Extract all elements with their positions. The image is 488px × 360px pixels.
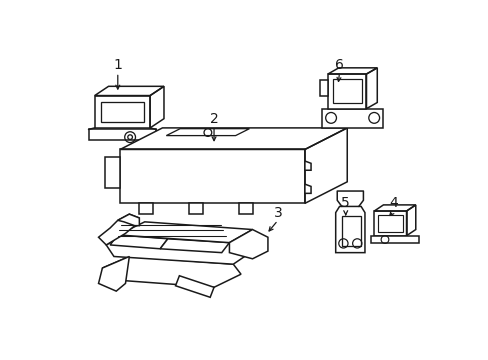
Polygon shape — [373, 211, 406, 236]
Polygon shape — [120, 128, 346, 149]
Text: 2: 2 — [209, 112, 218, 126]
Polygon shape — [327, 74, 366, 109]
Polygon shape — [110, 235, 167, 249]
Polygon shape — [120, 149, 305, 203]
Polygon shape — [139, 203, 153, 214]
Polygon shape — [95, 95, 150, 128]
Polygon shape — [189, 203, 203, 214]
Polygon shape — [88, 130, 156, 140]
Polygon shape — [175, 276, 214, 297]
Polygon shape — [99, 256, 129, 291]
Polygon shape — [106, 233, 252, 264]
Polygon shape — [373, 205, 415, 211]
Polygon shape — [320, 80, 327, 95]
Text: 1: 1 — [113, 58, 122, 72]
Polygon shape — [99, 214, 139, 245]
Polygon shape — [305, 128, 346, 203]
Polygon shape — [321, 109, 383, 128]
Polygon shape — [366, 68, 377, 109]
Polygon shape — [327, 68, 377, 74]
Polygon shape — [160, 239, 229, 253]
Polygon shape — [102, 256, 241, 287]
Polygon shape — [118, 222, 252, 243]
Text: 4: 4 — [388, 196, 397, 210]
Polygon shape — [118, 214, 139, 226]
Polygon shape — [335, 206, 364, 253]
Text: 5: 5 — [341, 196, 349, 210]
Polygon shape — [406, 205, 415, 236]
Polygon shape — [305, 184, 310, 193]
Polygon shape — [341, 216, 360, 247]
Polygon shape — [150, 86, 163, 128]
Polygon shape — [370, 236, 418, 243]
Text: 6: 6 — [334, 58, 343, 72]
Polygon shape — [239, 203, 253, 214]
Polygon shape — [104, 157, 120, 188]
Polygon shape — [95, 86, 163, 95]
Text: 3: 3 — [273, 206, 282, 220]
Polygon shape — [229, 230, 267, 259]
Polygon shape — [305, 161, 310, 170]
